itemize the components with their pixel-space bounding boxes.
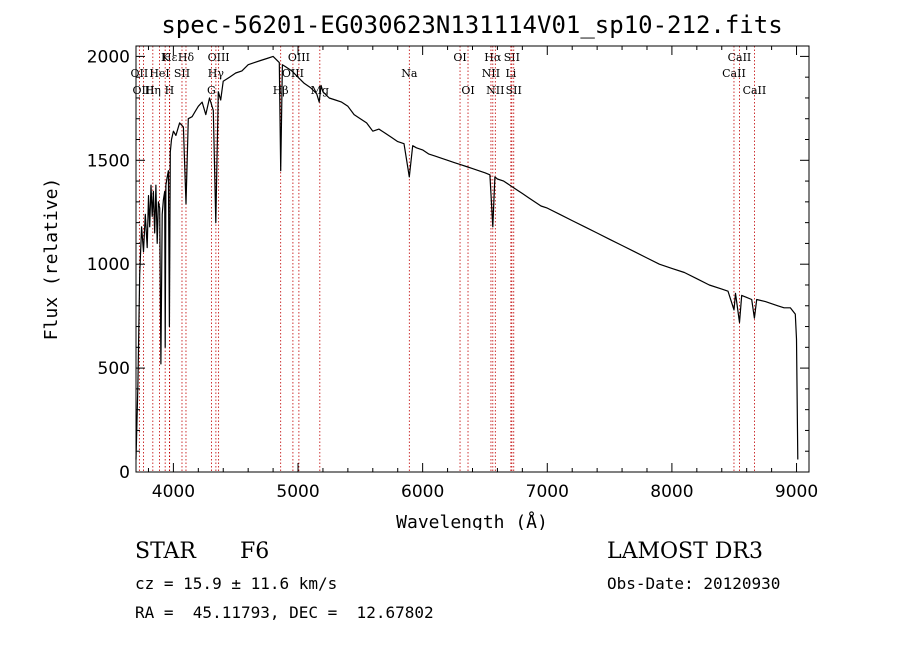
line-marker-label: OIII (132, 84, 154, 97)
line-marker-label: Hα (484, 51, 502, 64)
line-marker-label: CaII (722, 67, 746, 80)
line-marker-label: G (207, 84, 216, 97)
line-marker-label: OII (131, 67, 149, 80)
x-axis: 4000 5000 6000 7000 8000 9000 (147, 46, 818, 502)
line-marker-label: Li (505, 67, 516, 80)
x-tick-label: 9000 (775, 482, 818, 502)
spectrum-series-line (135, 55, 799, 460)
line-marker-label: Hδ (178, 51, 195, 64)
coordinates-text: RA = 45.11793, DEC = 12.67802 (135, 603, 434, 622)
y-tick-label: 0 (119, 463, 130, 483)
x-tick-label: 5000 (276, 482, 319, 502)
line-marker-label: OIII (282, 67, 304, 80)
line-marker-label: SII (506, 84, 522, 97)
redshift-text: cz = 15.9 ± 11.6 km/s (135, 574, 338, 593)
x-tick-label: 8000 (650, 482, 693, 502)
obs-date-text: Obs-Date: 20120930 (607, 574, 781, 593)
line-marker-label: Hγ (208, 67, 225, 80)
class-label: STAR (135, 539, 196, 564)
x-tick-label: 4000 (152, 482, 195, 502)
survey-label: LAMOST DR3 (607, 539, 763, 564)
y-tick-label: 2000 (87, 47, 130, 67)
y-axis: 0 500 1000 1500 2000 (87, 47, 809, 483)
chart-title: spec-56201-EG030623N131114V01_sp10-212.f… (161, 11, 782, 39)
line-marker-label: H (165, 84, 175, 97)
line-marker-label: Hβ (273, 84, 289, 97)
x-tick-label: 6000 (401, 482, 444, 502)
plot-frame (135, 45, 810, 473)
line-marker-label: NII (486, 84, 504, 97)
line-marker-label: OI (461, 84, 474, 97)
line-marker-label: OIII (288, 51, 310, 64)
line-marker-label: K (161, 51, 170, 64)
line-marker-label: CaII (728, 51, 752, 64)
line-marker-label: Na (401, 67, 418, 80)
subclass-label: F6 (240, 539, 270, 564)
x-axis-label: Wavelength (Å) (396, 511, 548, 530)
line-marker-label: OI (453, 51, 466, 64)
line-marker-label: NII (482, 67, 500, 80)
line-marker-label: CaII (743, 84, 767, 97)
y-tick-label: 1000 (87, 255, 130, 275)
x-tick-label: 7000 (526, 482, 569, 502)
y-tick-label: 500 (98, 359, 130, 379)
line-marker-label: SII (174, 67, 190, 80)
y-axis-label: Flux (relative) (41, 178, 62, 341)
y-tick-label: 1500 (87, 151, 130, 171)
line-marker-label: SII (504, 51, 520, 64)
line-marker-label: OIII (208, 51, 230, 64)
line-marker-label: HeI (149, 67, 169, 80)
spectrum-chart: spec-56201-EG030623N131114V01_sp10-212.f… (41, 11, 818, 530)
line-marker-label: Hη (145, 84, 161, 97)
